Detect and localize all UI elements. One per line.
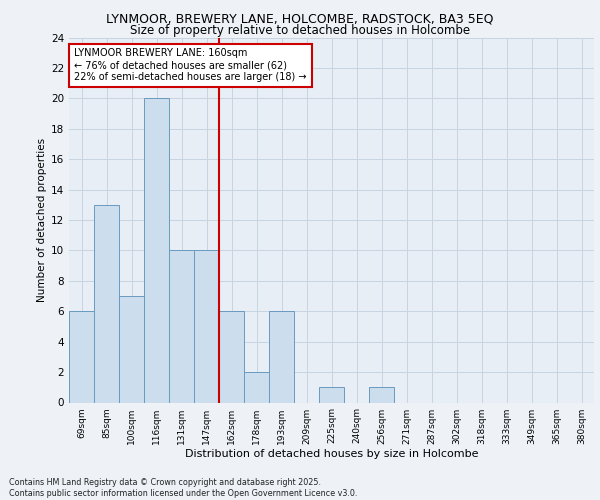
Text: LYNMOOR, BREWERY LANE, HOLCOMBE, RADSTOCK, BA3 5EQ: LYNMOOR, BREWERY LANE, HOLCOMBE, RADSTOC… (106, 12, 494, 26)
Text: Size of property relative to detached houses in Holcombe: Size of property relative to detached ho… (130, 24, 470, 37)
Bar (244, 372, 269, 402)
Bar (69, 311, 94, 402)
Bar (94, 205, 119, 402)
Bar (319, 388, 344, 402)
Bar (144, 98, 169, 403)
Bar (119, 296, 144, 403)
X-axis label: Distribution of detached houses by size in Holcombe: Distribution of detached houses by size … (185, 450, 478, 460)
Y-axis label: Number of detached properties: Number of detached properties (37, 138, 47, 302)
Bar (169, 250, 194, 402)
Bar (269, 311, 294, 402)
Bar (194, 250, 219, 402)
Bar (369, 388, 394, 402)
Text: LYNMOOR BREWERY LANE: 160sqm
← 76% of detached houses are smaller (62)
22% of se: LYNMOOR BREWERY LANE: 160sqm ← 76% of de… (74, 48, 307, 82)
Bar (219, 311, 244, 402)
Text: Contains HM Land Registry data © Crown copyright and database right 2025.
Contai: Contains HM Land Registry data © Crown c… (9, 478, 358, 498)
